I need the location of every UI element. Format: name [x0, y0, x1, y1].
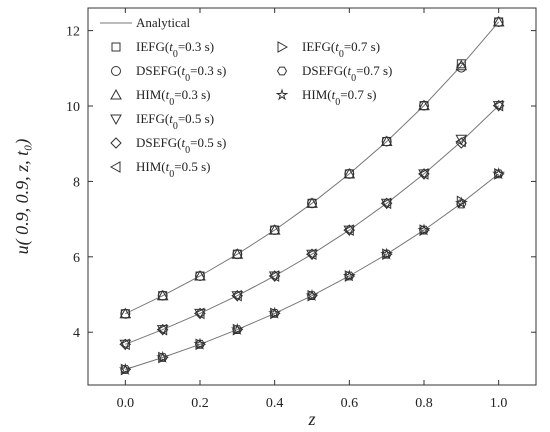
- marker-him-t0-0.3: [231, 248, 244, 259]
- marker-dsefg-t0-0.5: [492, 99, 505, 112]
- legend-label-him-t0-0.7: HIM(t0=0.7 s): [302, 87, 376, 108]
- x-axis-label: z: [307, 409, 315, 429]
- y-tick-label: 8: [73, 175, 80, 190]
- marker-him-t0-0.7: [268, 306, 282, 319]
- marker-dsefg-t0-0.5: [231, 289, 244, 302]
- data-markers: [118, 15, 506, 376]
- marker-him-t0-0.5: [380, 197, 392, 210]
- legend-label-iefg-t0-0.7: IEFG(t0=0.7 s): [302, 39, 380, 60]
- marker-iefg-t0-0.5: [418, 169, 430, 180]
- analytical-curves: [125, 21, 500, 370]
- marker-him-t0-0.7: [454, 196, 468, 209]
- marker-him-t0-0.3: [306, 197, 318, 208]
- marker-him-t0-0.7: [342, 269, 356, 282]
- marker-dsefg-t0-0.5: [418, 168, 430, 180]
- marker-dsefg-t0-0.5: [119, 338, 132, 351]
- marker-him-t0-0.3: [492, 15, 505, 27]
- marker-him-t0-0.7: [305, 289, 319, 302]
- marker-dsefg-t0-0.5: [268, 270, 281, 282]
- legend-label-analytical: Analytical: [136, 15, 191, 30]
- marker-iefg-t0-0.5: [194, 308, 206, 320]
- marker-him-t0-0.3: [156, 289, 169, 301]
- marker-dsefg-t0-0.5: [343, 224, 356, 236]
- marker-iefg-t0-0.5: [492, 101, 505, 112]
- marker-him-t0-0.5: [193, 307, 205, 320]
- marker-dsefg-t0-0.5: [194, 307, 206, 320]
- legend-label-him-t0-0.5: HIM(t0=0.5 s): [136, 159, 210, 180]
- marker-iefg-t0-0.5: [306, 249, 318, 261]
- marker-him-t0-0.7: [193, 337, 207, 350]
- legend-marker-dsefg-t0-0.5: [110, 137, 122, 149]
- marker-him-t0-0.3: [455, 59, 468, 71]
- legend-marker-him-t0-0.7: [275, 88, 289, 101]
- marker-him-t0-0.5: [268, 270, 280, 282]
- marker-dsefg-t0-0.7: [456, 199, 467, 209]
- x-axis-ticks: 0.0 0.2 0.4 0.6 0.8 1.0: [117, 8, 508, 411]
- y-axis-label: u( 0.9, 0.9, z, t₀): [12, 139, 33, 255]
- marker-iefg-t0-0.5: [380, 198, 393, 210]
- legend-label-dsefg-t0-0.3: DSEFG(t0=0.3 s): [136, 63, 226, 84]
- marker-him-t0-0.3: [194, 269, 206, 281]
- legend-marker-him-t0-0.3: [110, 88, 122, 100]
- legend-label-dsefg-t0-0.7: DSEFG(t0=0.7 s): [302, 63, 392, 84]
- marker-him-t0-0.5: [119, 338, 130, 351]
- x-tick-label: 1.0: [490, 396, 508, 411]
- x-tick-label: 0.0: [117, 396, 135, 411]
- y-axis-ticks: 4 6 8 10 12: [66, 25, 536, 341]
- marker-him-t0-0.5: [343, 224, 354, 236]
- legend-marker-him-t0-0.5: [109, 161, 121, 173]
- x-tick-label: 0.2: [191, 396, 209, 411]
- legend-marker-dsefg-t0-0.7: [276, 66, 288, 76]
- x-tick-label: 0.4: [266, 396, 284, 411]
- marker-him-t0-0.7: [230, 322, 244, 335]
- marker-him-t0-0.7: [417, 223, 431, 236]
- marker-him-t0-0.3: [119, 307, 132, 319]
- marker-iefg-t0-0.5: [119, 339, 132, 351]
- marker-him-t0-0.5: [305, 248, 317, 261]
- marker-dsefg-t0-0.3: [456, 62, 467, 73]
- y-tick-label: 4: [73, 326, 80, 341]
- legend-label-dsefg-t0-0.5: DSEFG(t0=0.5 s): [136, 135, 226, 156]
- marker-him-t0-0.3: [418, 99, 430, 111]
- y-tick-label: 12: [66, 25, 80, 40]
- y-tick-label: 6: [73, 251, 80, 266]
- x-tick-label: 0.6: [341, 396, 359, 411]
- marker-him-t0-0.7: [156, 350, 170, 363]
- marker-him-t0-0.5: [455, 135, 466, 148]
- marker-iefg-t0-0.5: [343, 225, 356, 237]
- marker-him-t0-0.7: [380, 247, 394, 260]
- legend-marker-iefg-t0-0.5: [110, 114, 122, 126]
- legend: Analytical IEFG(t0=0.3 s) DSEFG(t0=0.3 s) H…: [100, 15, 392, 180]
- legend-label-iefg-t0-0.5: IEFG(t0=0.5 s): [136, 111, 214, 132]
- marker-him-t0-0.3: [343, 167, 356, 179]
- analytical-line-t0-0.3: [125, 21, 500, 315]
- marker-him-t0-0.5: [417, 168, 429, 180]
- marker-iefg-t0-0.5: [268, 271, 281, 283]
- marker-dsefg-t0-0.5: [455, 137, 468, 149]
- y-tick-label: 10: [66, 100, 80, 115]
- marker-him-t0-0.3: [268, 224, 281, 235]
- x-tick-label: 0.8: [415, 396, 433, 411]
- legend-marker-iefg-t0-0.7: [277, 41, 289, 53]
- marker-dsefg-t0-0.5: [380, 197, 393, 210]
- marker-iefg-t0-0.5: [231, 291, 244, 302]
- marker-him-t0-0.7: [118, 362, 132, 376]
- analytical-line-t0-0.7: [125, 173, 500, 370]
- plot-frame: [87, 7, 537, 386]
- legend-marker-iefg-t0-0.3: [111, 42, 121, 52]
- legend-marker-dsefg-t0-0.3: [111, 66, 121, 76]
- marker-dsefg-t0-0.5: [156, 323, 169, 336]
- marker-iefg-t0-0.5: [156, 325, 169, 336]
- marker-him-t0-0.3: [380, 135, 393, 146]
- marker-dsefg-t0-0.5: [306, 248, 318, 260]
- marker-him-t0-0.5: [492, 99, 504, 112]
- marker-him-t0-0.5: [231, 289, 242, 302]
- marker-him-t0-0.7: [492, 167, 506, 180]
- marker-him-t0-0.5: [156, 323, 168, 336]
- analytical-line-t0-0.5: [125, 105, 500, 345]
- legend-label-iefg-t0-0.3: IEFG(t0=0.3 s): [136, 39, 214, 60]
- legend-label-him-t0-0.3: HIM(t0=0.3 s): [136, 87, 210, 108]
